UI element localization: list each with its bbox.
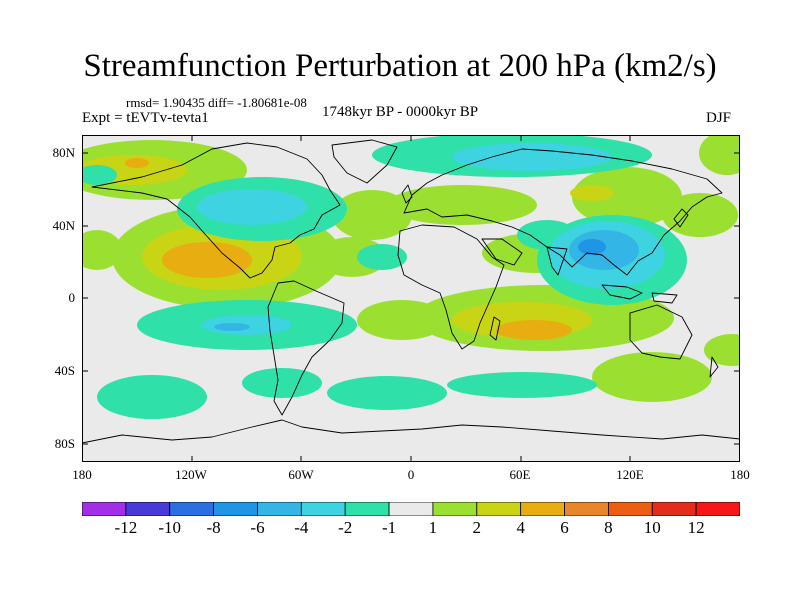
colorbar-label: -6: [250, 518, 265, 537]
coast-africa: [397, 224, 505, 350]
colorbar-label: 2: [472, 518, 482, 537]
lon-label-60e: 60E: [509, 467, 531, 482]
colorbar-box: [257, 502, 302, 516]
coast-new-zealand: [709, 356, 719, 378]
plot-title: Streamfunction Perturbation at 200 hPa (…: [83, 48, 717, 84]
coastlines: [82, 139, 740, 444]
coast-maritime: [601, 284, 643, 300]
colorbar-label: -12: [114, 518, 138, 537]
lat-label-equator: 0: [68, 290, 76, 305]
colorbar-box: [300, 502, 346, 516]
colorbar-box: [344, 502, 390, 516]
colorbar-box: [476, 502, 522, 516]
contour-level-negative-6: [578, 239, 606, 255]
lon-label-180-right: 180: [730, 467, 750, 482]
lat-label-80s: 80S: [54, 436, 75, 451]
coast-madagascar: [489, 316, 501, 341]
lon-label-120w: 120W: [175, 467, 207, 482]
coast-uk: [401, 184, 413, 204]
coast-eurasia: [403, 148, 723, 276]
coast-arabia: [481, 238, 523, 266]
colorbar-box: [213, 502, 258, 516]
colorbar-box: [82, 502, 127, 516]
colorbar-label: -4: [294, 518, 309, 537]
lat-label-40n: 40N: [52, 218, 75, 233]
coast-india: [546, 246, 568, 276]
colorbar-label: 6: [560, 518, 569, 537]
colorbar-box: [608, 502, 653, 516]
colorbar-box: [169, 502, 215, 516]
lon-label-120e: 120E: [616, 467, 644, 482]
colorbar-label: -2: [338, 518, 353, 537]
colorbar-label: 10: [643, 518, 661, 537]
colorbar-box: [651, 502, 697, 516]
colorbar-box: [388, 502, 434, 516]
colorbar-label: 4: [516, 518, 525, 537]
experiment-label: Expt = tEVTv-tevta1: [82, 110, 209, 126]
coast-south-america: [267, 280, 345, 416]
coast-japan: [673, 208, 689, 228]
coast-australia: [629, 304, 693, 360]
colorbar-box: [432, 502, 478, 516]
lat-label-80n: 80N: [52, 145, 75, 160]
contour-level-positive-4: [125, 158, 572, 340]
colorbar-label: -10: [158, 518, 182, 537]
colorbar-box: [520, 502, 565, 516]
coast-antarctica: [82, 419, 740, 444]
lon-label-0: 0: [407, 467, 415, 482]
season-label: DJF: [706, 110, 732, 126]
lat-label-40s: 40S: [54, 363, 75, 378]
lon-label-60w: 60W: [288, 467, 314, 482]
colorbar-label: 12: [687, 518, 705, 537]
colorbar-label: -1: [382, 518, 397, 537]
colorbar-label: -8: [206, 518, 221, 537]
stats-line: rmsd= 1.90435 diff= -1.80681e-08: [126, 95, 307, 110]
colorbar-box: [695, 502, 740, 516]
axis-ticks: [82, 135, 740, 462]
streamfunction-map: [82, 135, 740, 462]
lon-label-180-left: 180: [72, 467, 92, 482]
colorbar: [82, 502, 740, 516]
colorbar-box: [564, 502, 609, 516]
coast-new-guinea: [651, 292, 678, 304]
coast-greenland: [331, 139, 398, 184]
coast-north-america: [91, 142, 341, 279]
colorbar-label: 1: [428, 518, 438, 537]
colorbar-box: [125, 502, 171, 516]
colorbar-label: 8: [604, 518, 613, 537]
period-label: 1748kyr BP - 0000kyr BP: [322, 104, 479, 120]
